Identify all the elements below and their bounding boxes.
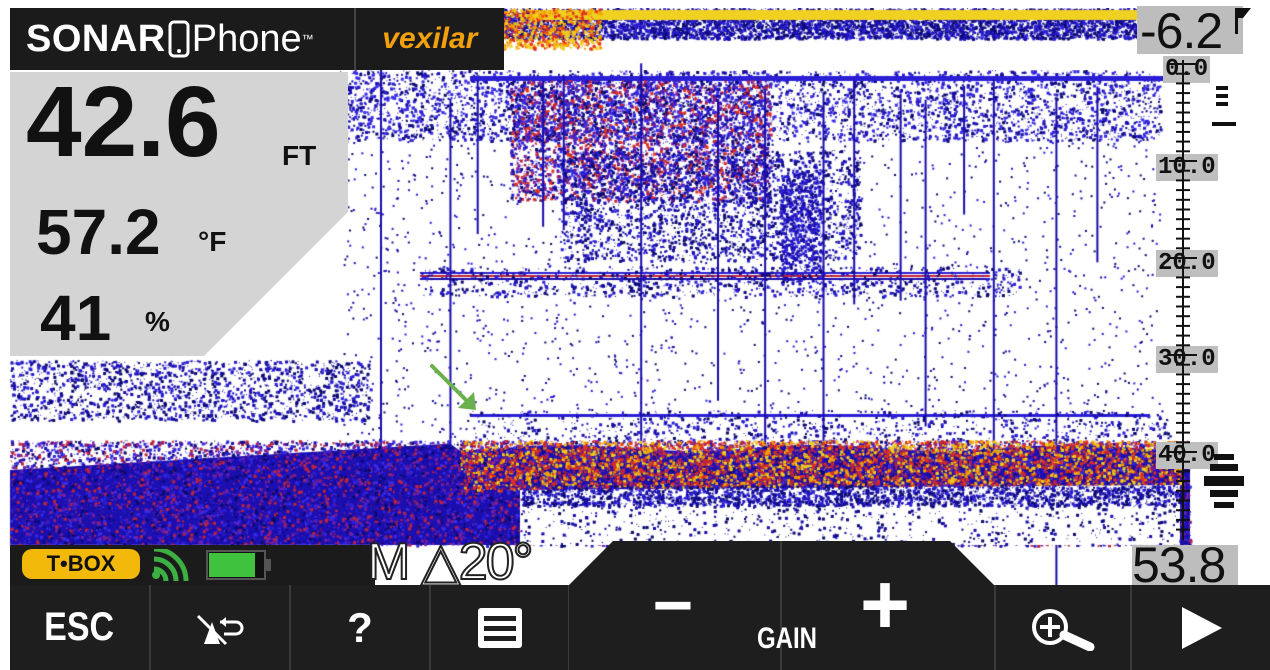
vexilar-logo: vexilar bbox=[353, 8, 504, 70]
depth-value: 42.6 bbox=[26, 66, 221, 178]
menu-button[interactable] bbox=[431, 585, 570, 670]
gain-minus-label: − bbox=[652, 566, 694, 644]
gain-control bbox=[569, 541, 994, 670]
flag-icon bbox=[1235, 8, 1251, 34]
menu-icon bbox=[477, 607, 522, 648]
zoom-button[interactable] bbox=[994, 585, 1132, 670]
gain-decrease-button[interactable]: − bbox=[613, 560, 733, 650]
navigate-back-icon bbox=[196, 614, 244, 645]
help-button[interactable]: ? bbox=[291, 585, 431, 670]
gain-increase-button[interactable]: + bbox=[825, 560, 945, 650]
battery-percent-value: 41 bbox=[40, 282, 112, 354]
scale-label-20: 20.0 bbox=[1156, 250, 1218, 277]
battery-percent-unit: % bbox=[145, 306, 170, 337]
mode-label: M bbox=[366, 532, 411, 592]
temperature-unit: °F bbox=[198, 226, 227, 257]
brand-name-light: Phone bbox=[191, 17, 302, 60]
play-button[interactable] bbox=[1132, 585, 1270, 670]
scale-top-background bbox=[1137, 6, 1243, 54]
esc-label: ESC bbox=[44, 605, 115, 649]
sonarphone-logo: SONAR Phone ™ bbox=[10, 8, 354, 70]
readout-panel bbox=[10, 72, 348, 356]
wifi-signal-icon bbox=[152, 549, 189, 581]
zoom-in-icon bbox=[1032, 608, 1095, 651]
scale-bottom-value: 53.8 bbox=[1132, 537, 1226, 593]
readout-background bbox=[10, 72, 348, 356]
esc-button[interactable]: ESC bbox=[10, 585, 151, 670]
tbox-badge: T•BOX bbox=[22, 549, 140, 579]
temperature-value: 57.2 bbox=[36, 196, 161, 268]
phone-icon bbox=[168, 20, 190, 58]
gain-label: GAIN bbox=[757, 622, 817, 655]
scale-label-0: 0.0 bbox=[1163, 56, 1211, 83]
cone-angle: △20° bbox=[420, 532, 535, 592]
scale-label-30: 30.0 bbox=[1156, 346, 1218, 373]
play-icon bbox=[1182, 606, 1222, 649]
depth-unit: FT bbox=[282, 140, 317, 171]
depth-scale-ticks bbox=[1169, 60, 1197, 540]
help-label: ? bbox=[347, 603, 373, 651]
tbox-label: T•BOX bbox=[46, 551, 116, 576]
scale-top-value: -6.2 bbox=[1140, 3, 1223, 59]
surface-clutter-icon bbox=[1212, 86, 1236, 126]
annotation-arrow-icon bbox=[430, 364, 476, 410]
scale-label-10: 10.0 bbox=[1156, 154, 1218, 181]
brand-bar: SONAR Phone ™ vexilar bbox=[10, 8, 504, 70]
brand-name-bold: SONAR bbox=[26, 17, 166, 60]
battery-icon bbox=[206, 550, 271, 580]
scale-label-40: 40.0 bbox=[1156, 442, 1218, 469]
navigate-back-button[interactable] bbox=[151, 585, 291, 670]
sonar-mode-indicator: M △20° bbox=[366, 532, 535, 592]
vexilar-brand: vexilar bbox=[382, 22, 478, 55]
gain-plus-label: + bbox=[859, 557, 911, 653]
trademark: ™ bbox=[301, 32, 314, 46]
scale-bottom-background bbox=[1132, 545, 1238, 585]
transducer-cone-icon bbox=[1204, 454, 1244, 508]
